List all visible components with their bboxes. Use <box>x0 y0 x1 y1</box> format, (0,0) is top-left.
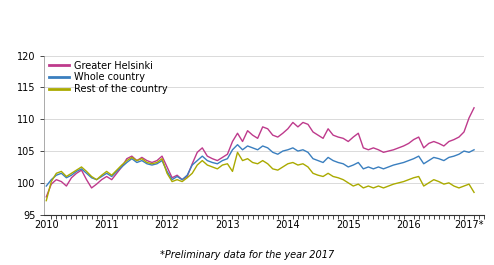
Text: *Preliminary data for the year 2017: *Preliminary data for the year 2017 <box>160 250 334 260</box>
Legend: Greater Helsinki, Whole country, Rest of the country: Greater Helsinki, Whole country, Rest of… <box>49 60 167 94</box>
